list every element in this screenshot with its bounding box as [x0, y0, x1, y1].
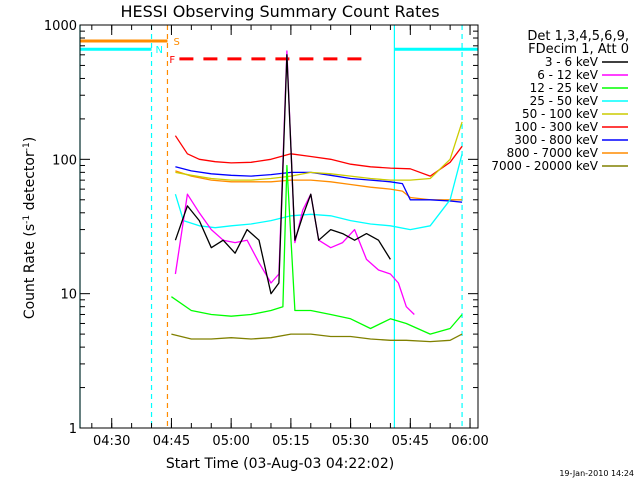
legend-entry-label: 7000 - 20000 keV [491, 159, 598, 173]
legend-title-line: Det 1,3,4,5,6,9, [527, 29, 629, 44]
series-line-50-100-kev [175, 121, 463, 181]
y-axis-label: Count Rate (s-1 detector-1) [22, 137, 38, 319]
series-line-12-25-kev [171, 164, 463, 335]
y-tick-label: 1 [69, 422, 77, 437]
x-tick-label: 04:45 [153, 434, 190, 449]
x-tick-label: 05:45 [392, 434, 429, 449]
x-tick-label: 05:30 [332, 434, 369, 449]
chart-title: HESSI Observing Summary Count Rates [120, 2, 439, 21]
plot-area: SNF [79, 24, 479, 429]
y-tick-label: 100 [52, 153, 77, 168]
legend-entry-label: 6 - 12 keV [537, 68, 599, 82]
legend: Det 1,3,4,5,6,9,FDecim 1, Att 03 - 6 keV… [491, 29, 629, 173]
legend-entry-label: 12 - 25 keV [530, 81, 599, 95]
series-line-800-7000-kev [175, 170, 463, 201]
y-tick-label: 1000 [44, 19, 77, 34]
x-axis-label: Start Time (03-Aug-03 04:22:02) [166, 456, 394, 472]
legend-entry-label: 800 - 7000 keV [507, 146, 599, 160]
flag-label-N: N [156, 45, 163, 56]
series-line-3-6-kev [174, 54, 391, 295]
legend-entry-label: 25 - 50 keV [530, 94, 599, 108]
flag-label-S: S [173, 37, 179, 48]
x-tick-label: 05:15 [272, 434, 309, 449]
plot-frame [79, 24, 479, 429]
x-axis: 04:30 04:45 05:00 05:15 05:30 05:45 06:00 [91, 25, 489, 449]
plot-timestamp: 19-Jan-2010 14:24 [559, 469, 634, 478]
legend-title-line: FDecim 1, Att 0 [528, 42, 629, 57]
y-tick-label: 10 [60, 288, 77, 303]
legend-entry-label: 50 - 100 keV [522, 107, 599, 121]
x-tick-label: 06:00 [451, 434, 488, 449]
legend-entry-label: 3 - 6 keV [545, 55, 599, 69]
x-tick-label: 05:00 [212, 434, 249, 449]
y-axis: 1 10 100 1000 [44, 19, 478, 437]
x-tick-label: 04:30 [93, 434, 130, 449]
series-line-7000-20000-kev [171, 333, 463, 343]
series-line-100-300-kev [174, 135, 463, 177]
legend-entry-label: 300 - 800 keV [514, 133, 598, 147]
series-line-300-800-kev [175, 166, 463, 203]
legend-entry-label: 100 - 300 keV [514, 120, 598, 134]
flag-label-F: F [169, 55, 175, 66]
